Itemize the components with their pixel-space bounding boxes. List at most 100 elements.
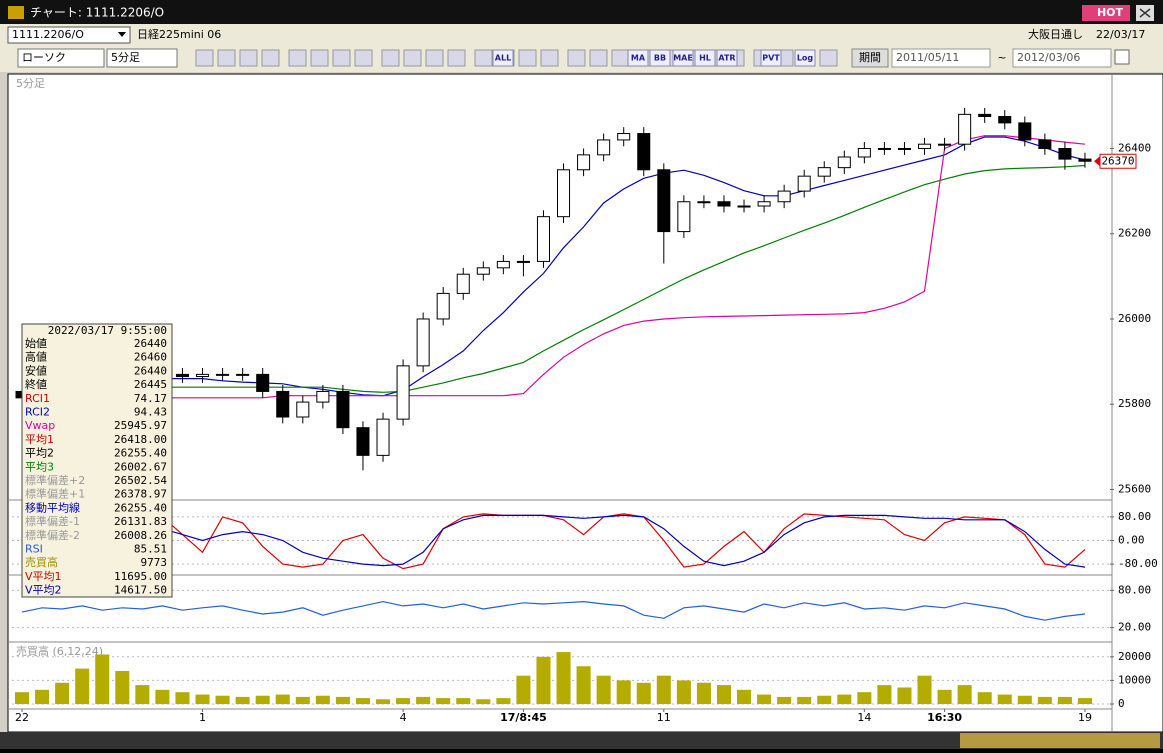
info-value: 11695.00: [114, 570, 167, 583]
candle-body: [336, 390, 350, 429]
toolbar-icon[interactable]: [649, 49, 671, 67]
volume-bar: [476, 699, 491, 704]
info-label: 標準偏差-2: [25, 528, 80, 542]
symbol-box[interactable]: [7, 26, 131, 44]
candle-body: [356, 427, 370, 456]
toolbar-icon[interactable]: [492, 49, 514, 67]
volume-bar: [315, 695, 330, 704]
candle-body: [256, 373, 270, 392]
y-tick-label: 80.00: [1118, 510, 1151, 523]
toolbar-icon[interactable]: [288, 49, 307, 67]
title-bar: [0, 0, 1163, 24]
to-date-box[interactable]: [1012, 48, 1112, 68]
checkbox[interactable]: [1114, 49, 1130, 65]
close-icon: [1139, 8, 1151, 18]
toolbar-icon[interactable]: [589, 49, 608, 67]
scroll-thumb[interactable]: [960, 733, 1160, 748]
interval-select[interactable]: [106, 48, 178, 68]
x-tick-label: 11: [657, 711, 671, 724]
hot-button[interactable]: [1082, 5, 1130, 21]
indicator-line: [21, 514, 1086, 568]
info-value: 74.17: [134, 392, 167, 405]
candle-body: [577, 154, 591, 171]
candle-body: [697, 201, 711, 204]
toolbar-icon-label: BB: [654, 54, 666, 63]
volume-bar: [436, 698, 451, 704]
toolbar-icon[interactable]: [195, 49, 214, 67]
toolbar-icon[interactable]: [447, 49, 466, 67]
volume-bar: [215, 695, 230, 704]
volume-bar: [837, 694, 852, 704]
y-tick-label: 26200: [1118, 227, 1151, 240]
volume-bar: [335, 696, 350, 704]
toolbar-icon[interactable]: [540, 49, 559, 67]
from-date-box[interactable]: [891, 48, 991, 68]
info-value: 26255.40: [114, 501, 167, 514]
candle-body: [396, 365, 410, 420]
volume-bar: [696, 682, 711, 704]
candle-body: [516, 260, 530, 263]
volume-bar: [396, 698, 411, 704]
toolbar-icon[interactable]: [354, 49, 373, 67]
candle-body: [316, 390, 330, 403]
candle-body: [837, 156, 851, 169]
candle-body: [857, 147, 871, 158]
volume-bar: [416, 696, 431, 704]
toolbar-icon[interactable]: [672, 49, 694, 67]
info-value: 85.51: [134, 543, 167, 556]
volume-bar: [75, 668, 90, 704]
toolbar-icon[interactable]: [310, 49, 329, 67]
info-panel-box: [21, 323, 173, 598]
toolbar-icon[interactable]: [819, 49, 838, 67]
candle-body: [196, 373, 210, 378]
period-button[interactable]: [851, 48, 889, 68]
info-label: 終値: [25, 378, 47, 391]
candle-body: [496, 260, 510, 269]
candle-body: [276, 390, 290, 418]
volume-bar: [817, 695, 832, 704]
y-tick-label: 20000: [1118, 650, 1151, 663]
volume-bar: [15, 692, 30, 704]
info-label: 高値: [25, 350, 47, 364]
scrollbar[interactable]: [0, 732, 1163, 749]
toolbar-icon[interactable]: [567, 49, 586, 67]
dropdown-arrow: [118, 32, 126, 37]
toolbar-icon[interactable]: [425, 49, 444, 67]
toolbar-icon[interactable]: [518, 49, 537, 67]
toolbar-icon[interactable]: [332, 49, 351, 67]
volume-bar: [55, 682, 70, 704]
last-price-label: 26370: [1101, 154, 1134, 167]
info-value: 26440: [134, 337, 167, 350]
toolbar-icon[interactable]: [381, 49, 400, 67]
volume-bar: [175, 692, 190, 704]
chart-kind: ローソク: [22, 51, 66, 64]
session: 大阪日通し: [1028, 27, 1083, 41]
info-label: 始値: [25, 336, 47, 350]
toolbar-icon[interactable]: [403, 49, 422, 67]
toolbar-icon-label: ALL: [495, 54, 511, 63]
candle-body: [797, 175, 811, 192]
toolbar-icon[interactable]: [760, 49, 782, 67]
toolbar-icon[interactable]: [627, 49, 649, 67]
period-label: 期間: [859, 51, 881, 64]
hot-label[interactable]: HOT: [1097, 6, 1124, 19]
chart-kind-select[interactable]: [17, 48, 105, 68]
toolbar-icon[interactable]: [474, 49, 493, 67]
toolbar-icon[interactable]: [611, 49, 630, 67]
volume-bar: [757, 694, 772, 704]
volume-bar: [676, 680, 691, 704]
toolbar-icon[interactable]: [794, 49, 816, 67]
y-tick-label: 20.00: [1118, 621, 1151, 634]
toolbar-icon[interactable]: [716, 49, 738, 67]
volume-bar: [376, 699, 391, 704]
toolbar-icon[interactable]: [261, 49, 280, 67]
toolbar-icon[interactable]: [217, 49, 236, 67]
volume-bar: [656, 675, 671, 704]
volume-bar: [777, 696, 792, 704]
candle-body: [1058, 147, 1072, 160]
toolbar-icon[interactable]: [239, 49, 258, 67]
symbol-bar: [0, 24, 1163, 46]
toolbar-icon[interactable]: [694, 49, 716, 67]
info-label: 標準偏差-1: [25, 514, 80, 528]
app-icon: [8, 6, 24, 19]
